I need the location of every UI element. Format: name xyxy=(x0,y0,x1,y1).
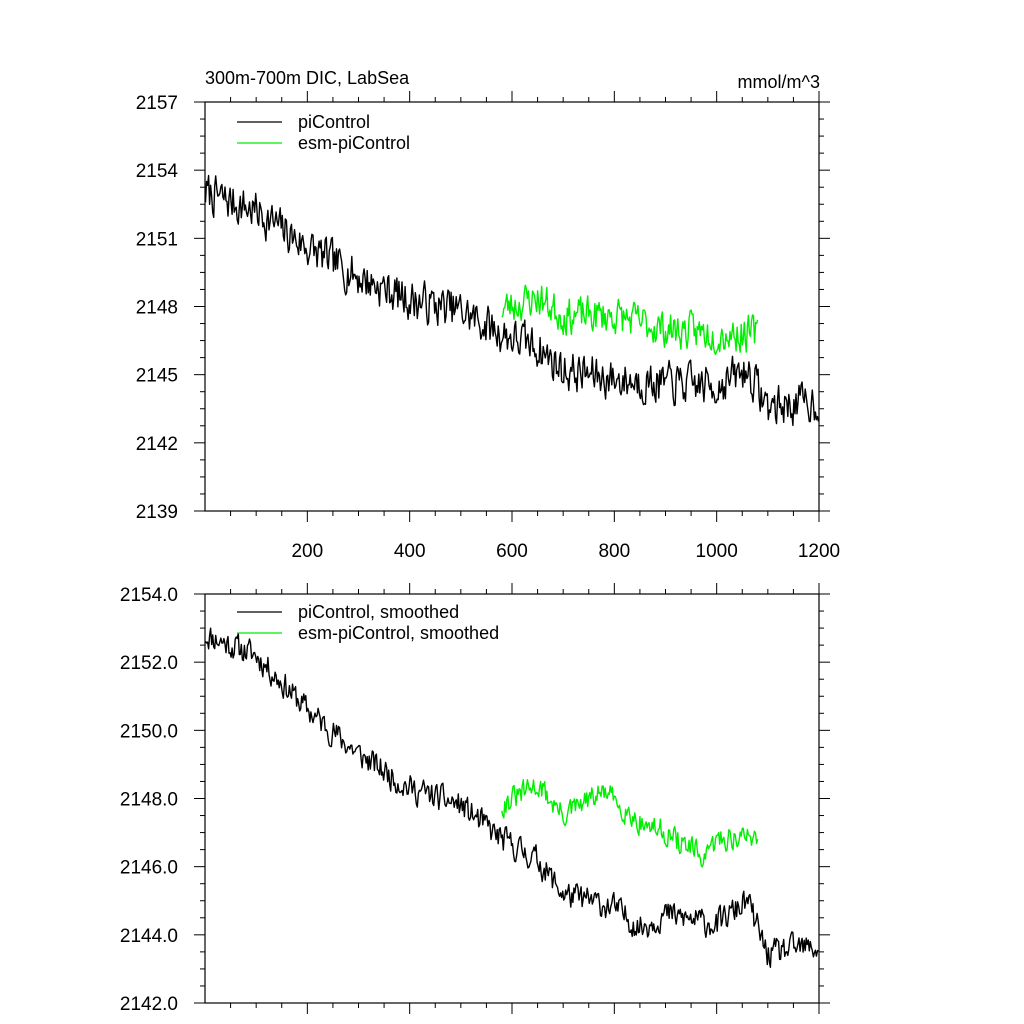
x-tick-label: 1200 xyxy=(798,541,840,562)
y-tick-label: 2148 xyxy=(136,298,178,319)
series-line-esm-picontrol-smoothed xyxy=(501,779,759,868)
bottom-legend-label-esm-picontrol-smoothed: esm-piControl, smoothed xyxy=(298,623,499,643)
bottom-axis-ticks: 2142.0 2144.0 2146.0 2148.0 2150.0 2152.0 2154… xyxy=(120,583,830,1015)
x-tick-label: 400 xyxy=(394,541,426,562)
bottom-legend: piControl, smoothed esm-piControl, smoot… xyxy=(237,602,499,643)
series-line-picontrol-smoothed xyxy=(204,627,819,968)
top-panel: 200 400 600 800 1000 1200 2139 2142 2145 2148 2151… xyxy=(136,68,840,562)
series-line-esm-picontrol xyxy=(501,284,759,355)
y-tick-label: 2142 xyxy=(136,434,178,455)
y-tick-label: 2157 xyxy=(136,93,178,114)
y-tick-label: 2139 xyxy=(136,502,178,523)
top-chart-units: mmol/m^3 xyxy=(738,72,820,92)
top-legend-label-picontrol: piControl xyxy=(298,112,370,132)
y-tick-label: 2150.0 xyxy=(120,721,178,742)
series-line-picontrol xyxy=(204,174,820,427)
x-tick-label: 600 xyxy=(496,541,528,562)
x-tick-label: 1000 xyxy=(696,541,738,562)
y-tick-label: 2145 xyxy=(136,366,178,387)
y-tick-label: 2142.0 xyxy=(120,994,178,1015)
y-tick-label: 2152.0 xyxy=(120,653,178,674)
y-tick-label: 2148.0 xyxy=(120,790,178,811)
top-legend: piControl esm-piControl xyxy=(237,112,410,153)
top-axis-ticks: 200 400 600 800 1000 1200 2139 2142 2145 2148 2151… xyxy=(136,91,840,562)
y-tick-label: 2151 xyxy=(136,229,178,250)
y-tick-label: 2154 xyxy=(136,161,179,182)
bottom-series-lines xyxy=(204,627,819,968)
y-tick-label: 2154.0 xyxy=(120,585,178,606)
bottom-panel: 2142.0 2144.0 2146.0 2148.0 2150.0 2152.0 2154… xyxy=(120,583,830,1015)
top-series-lines xyxy=(204,174,820,427)
x-tick-label: 200 xyxy=(291,541,323,562)
bottom-legend-label-picontrol-smoothed: piControl, smoothed xyxy=(298,602,459,622)
top-chart-title: 300m-700m DIC, LabSea xyxy=(205,68,410,88)
y-tick-label: 2146.0 xyxy=(120,858,178,879)
x-tick-label: 800 xyxy=(598,541,630,562)
y-tick-label: 2144.0 xyxy=(120,926,178,947)
top-legend-label-esm-picontrol: esm-piControl xyxy=(298,133,410,153)
